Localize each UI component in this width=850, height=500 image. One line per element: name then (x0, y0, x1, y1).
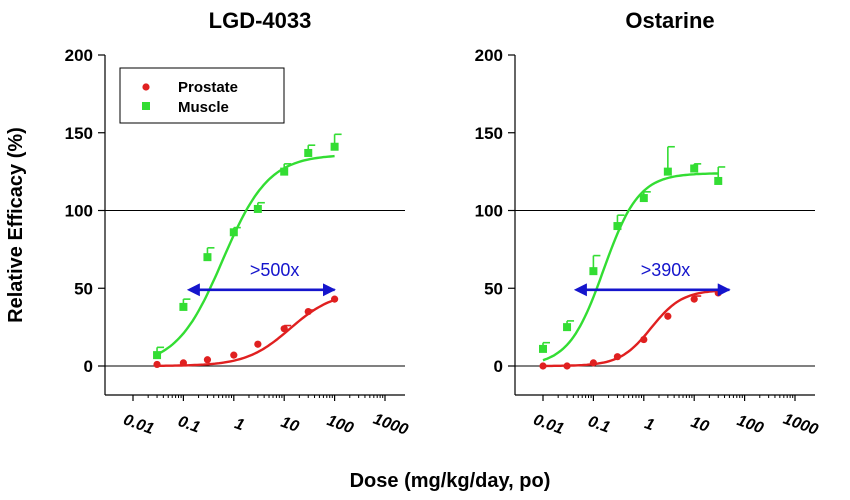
data-point-prostate (254, 340, 262, 348)
fit-curve-muscle (156, 154, 335, 356)
x-tick-label: 100 (325, 412, 356, 437)
x-tick-label: 10 (688, 414, 711, 436)
y-tick-label: 200 (65, 46, 93, 65)
panel-title: LGD-4033 (209, 8, 312, 33)
y-tick-label: 150 (475, 124, 503, 143)
x-tick-label: 0.01 (121, 411, 156, 438)
legend-box (119, 67, 285, 124)
data-point-muscle (179, 302, 188, 311)
y-tick-label: 50 (74, 279, 93, 298)
data-point-muscle (153, 351, 162, 360)
x-axis-label: Dose (mg/kg/day, po) (350, 470, 551, 492)
data-point-muscle (663, 167, 672, 176)
data-point-prostate (589, 359, 598, 367)
x-tick-label: 1 (232, 415, 246, 434)
x-tick-label: 0.01 (531, 411, 566, 438)
data-point-prostate (203, 356, 212, 364)
data-point-muscle (539, 344, 547, 353)
y-tick-label: 0 (494, 357, 503, 376)
y-tick-label: 100 (475, 202, 503, 221)
panel-lgd-4033: LGD-4033 0 50 100 150 200 0.01 0.1 1 10 100 1000 >50… (65, 8, 411, 439)
selectivity-label: >390x (641, 260, 691, 280)
data-point-muscle (203, 253, 212, 262)
data-point-prostate (153, 360, 161, 369)
data-point-prostate (690, 295, 698, 303)
legend-label-muscle: Muscle (178, 99, 229, 116)
fit-curve-prostate (157, 298, 336, 367)
data-point-muscle (253, 204, 262, 213)
data-point-prostate (640, 335, 648, 344)
x-tick-label: 10 (278, 414, 301, 436)
data-point-muscle (639, 194, 648, 203)
data-point-prostate (179, 359, 187, 367)
data-point-prostate (613, 353, 622, 361)
y-tick-label: 150 (65, 124, 93, 143)
x-tick-label: 1000 (371, 411, 410, 439)
x-tick-label: 1000 (781, 411, 820, 439)
x-tick-label: 0.1 (176, 413, 203, 437)
data-point-prostate (539, 362, 547, 370)
data-point-prostate (563, 362, 571, 370)
data-point-muscle (280, 167, 289, 176)
data-point-muscle (229, 228, 238, 237)
y-axis-label: Relative Efficacy (%) (5, 127, 27, 323)
data-point-muscle (330, 142, 339, 151)
panel-ostarine: Ostarine 0 50 100 150 200 0.01 0.1 1 10 100 1000 >39… (475, 8, 821, 439)
data-point-prostate (664, 312, 672, 320)
x-tick-label: 1 (642, 415, 656, 434)
legend: Prostate Muscle (119, 67, 285, 124)
panel-title: Ostarine (625, 8, 714, 33)
legend-marker-muscle (142, 102, 150, 110)
data-point-muscle (613, 222, 622, 231)
data-point-muscle (690, 164, 699, 173)
data-point-prostate (331, 295, 339, 303)
data-point-prostate (280, 325, 288, 333)
y-tick-label: 100 (65, 202, 93, 221)
selectivity-label: >500x (250, 260, 300, 280)
x-tick-label: 100 (735, 412, 766, 437)
data-point-muscle (589, 267, 598, 276)
fit-curve-muscle (542, 172, 719, 362)
data-point-prostate (230, 351, 238, 359)
x-tick-label: 0.1 (586, 413, 613, 437)
data-point-muscle (563, 323, 572, 332)
data-point-muscle (304, 148, 313, 157)
y-tick-label: 0 (84, 357, 93, 376)
legend-marker-prostate (142, 83, 150, 91)
y-tick-label: 50 (484, 279, 503, 298)
data-point-prostate (304, 307, 312, 316)
data-point-muscle (714, 176, 723, 185)
legend-label-prostate: Prostate (178, 79, 238, 96)
y-tick-label: 200 (475, 46, 503, 65)
